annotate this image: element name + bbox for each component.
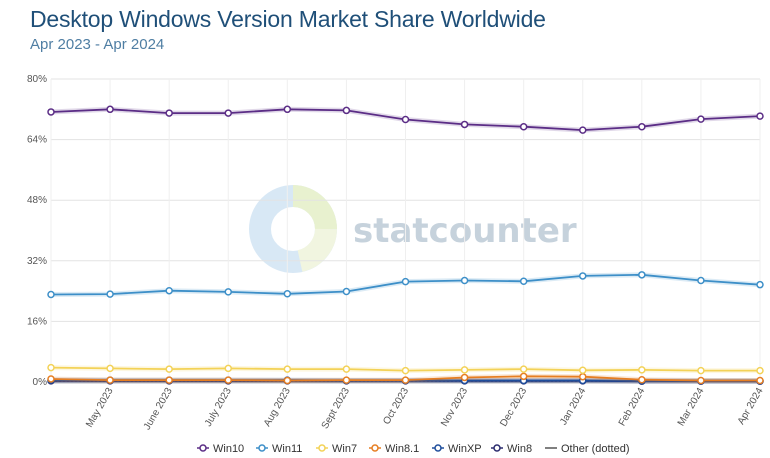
data-point[interactable] bbox=[401, 376, 410, 384]
legend-marker-icon bbox=[371, 444, 379, 452]
data-point[interactable] bbox=[638, 366, 646, 374]
data-point[interactable] bbox=[697, 366, 705, 375]
chart-subtitle: Apr 2023 - Apr 2024 bbox=[30, 36, 165, 53]
data-point[interactable] bbox=[165, 376, 173, 384]
data-point[interactable] bbox=[697, 376, 705, 385]
data-point[interactable] bbox=[47, 375, 55, 383]
data-point[interactable] bbox=[342, 365, 351, 373]
legend-marker-icon bbox=[258, 444, 266, 452]
legend-marker-icon bbox=[199, 444, 207, 452]
data-point[interactable] bbox=[579, 272, 587, 280]
y-tick-label: 64% bbox=[27, 135, 47, 146]
data-point[interactable] bbox=[756, 376, 764, 385]
data-point[interactable] bbox=[519, 365, 528, 373]
data-point[interactable] bbox=[638, 122, 646, 131]
legend-marker-icon bbox=[493, 444, 501, 452]
x-tick-label: Mar 2024 bbox=[676, 386, 707, 428]
legend-label: Win8 bbox=[507, 443, 532, 455]
data-point[interactable] bbox=[283, 376, 292, 385]
data-point[interactable] bbox=[519, 122, 528, 131]
data-point[interactable] bbox=[106, 376, 114, 384]
x-tick-label: Sept 2023 bbox=[320, 386, 353, 431]
legend-item[interactable]: Win8.1 bbox=[369, 443, 419, 455]
data-point[interactable] bbox=[638, 375, 646, 384]
data-point[interactable] bbox=[283, 365, 292, 373]
legend-item[interactable]: WinXP bbox=[432, 443, 482, 455]
data-point[interactable] bbox=[47, 290, 55, 299]
data-point[interactable] bbox=[283, 105, 292, 114]
data-point[interactable] bbox=[342, 376, 351, 384]
data-point[interactable] bbox=[224, 376, 232, 384]
data-point[interactable] bbox=[224, 364, 232, 373]
data-point[interactable] bbox=[342, 287, 351, 296]
legend-marker-icon bbox=[434, 444, 442, 452]
legend-label: Other (dotted) bbox=[561, 443, 629, 455]
x-tick-label: July 2023 bbox=[203, 386, 234, 429]
x-tick-label: June 2023 bbox=[142, 386, 175, 432]
x-tick-label: Feb 2024 bbox=[617, 386, 648, 428]
x-tick-label: Jan 2024 bbox=[558, 386, 588, 428]
legend-item[interactable]: Other (dotted) bbox=[545, 443, 629, 455]
data-point[interactable] bbox=[401, 366, 410, 375]
data-point[interactable] bbox=[697, 115, 705, 123]
legend-label: Win10 bbox=[213, 443, 244, 455]
legend-label: Win8.1 bbox=[385, 443, 419, 455]
data-point[interactable] bbox=[460, 276, 469, 285]
legend-label: Win7 bbox=[332, 443, 357, 455]
data-point[interactable] bbox=[283, 290, 292, 298]
data-point[interactable] bbox=[47, 108, 55, 116]
data-point[interactable] bbox=[106, 105, 114, 114]
data-point[interactable] bbox=[165, 109, 173, 117]
legend-marker-icon bbox=[318, 444, 326, 452]
statcounter-watermark: statcounter bbox=[249, 185, 577, 273]
data-point[interactable] bbox=[401, 115, 410, 124]
data-point[interactable] bbox=[224, 109, 232, 117]
data-point[interactable] bbox=[579, 366, 587, 375]
data-point[interactable] bbox=[165, 365, 173, 373]
legend-label: WinXP bbox=[448, 443, 482, 455]
y-tick-label: 80% bbox=[27, 74, 47, 85]
y-tick-label: 32% bbox=[27, 256, 47, 267]
legend-item[interactable]: Win10 bbox=[197, 443, 244, 455]
x-tick-label: Apr 2024 bbox=[736, 386, 766, 427]
data-point[interactable] bbox=[579, 372, 587, 381]
data-point[interactable] bbox=[342, 106, 351, 115]
data-point[interactable] bbox=[460, 373, 469, 382]
data-point[interactable] bbox=[401, 277, 410, 286]
legend-item[interactable]: Win11 bbox=[256, 443, 302, 455]
x-tick-label: Dec 2023 bbox=[498, 386, 529, 429]
data-point[interactable] bbox=[106, 290, 114, 298]
data-point[interactable] bbox=[106, 364, 114, 373]
data-point[interactable] bbox=[519, 277, 528, 286]
data-point[interactable] bbox=[47, 363, 55, 372]
data-point[interactable] bbox=[165, 286, 173, 295]
data-point[interactable] bbox=[460, 120, 469, 129]
data-point[interactable] bbox=[756, 366, 764, 375]
chart-title: Desktop Windows Version Market Share Wor… bbox=[30, 6, 546, 32]
y-tick-label: 0% bbox=[33, 377, 48, 388]
grid-lines bbox=[50, 78, 761, 383]
x-tick-label: Oct 2023 bbox=[381, 386, 411, 427]
data-point[interactable] bbox=[638, 271, 646, 279]
x-tick-label: May 2023 bbox=[84, 386, 116, 430]
series-lines bbox=[47, 105, 764, 385]
data-point[interactable] bbox=[519, 372, 528, 381]
data-point[interactable] bbox=[697, 276, 705, 285]
data-point[interactable] bbox=[224, 288, 232, 296]
legend-item[interactable]: Win7 bbox=[316, 443, 357, 455]
legend: Win10 Win11 Win7 Win8.1 WinXP Win8 Other (dott… bbox=[197, 443, 629, 455]
y-tick-label: 16% bbox=[27, 316, 47, 327]
data-point[interactable] bbox=[756, 112, 764, 120]
x-tick-label: Nov 2023 bbox=[439, 386, 470, 429]
legend-item[interactable]: Win8 bbox=[491, 443, 532, 455]
data-point[interactable] bbox=[756, 280, 764, 289]
x-tick-label: Aug 2023 bbox=[262, 386, 293, 429]
data-point[interactable] bbox=[579, 126, 587, 134]
statcounter-logo-icon bbox=[249, 185, 337, 273]
y-tick-label: 48% bbox=[27, 195, 47, 206]
data-point[interactable] bbox=[460, 366, 469, 374]
legend-label: Win11 bbox=[272, 443, 302, 455]
